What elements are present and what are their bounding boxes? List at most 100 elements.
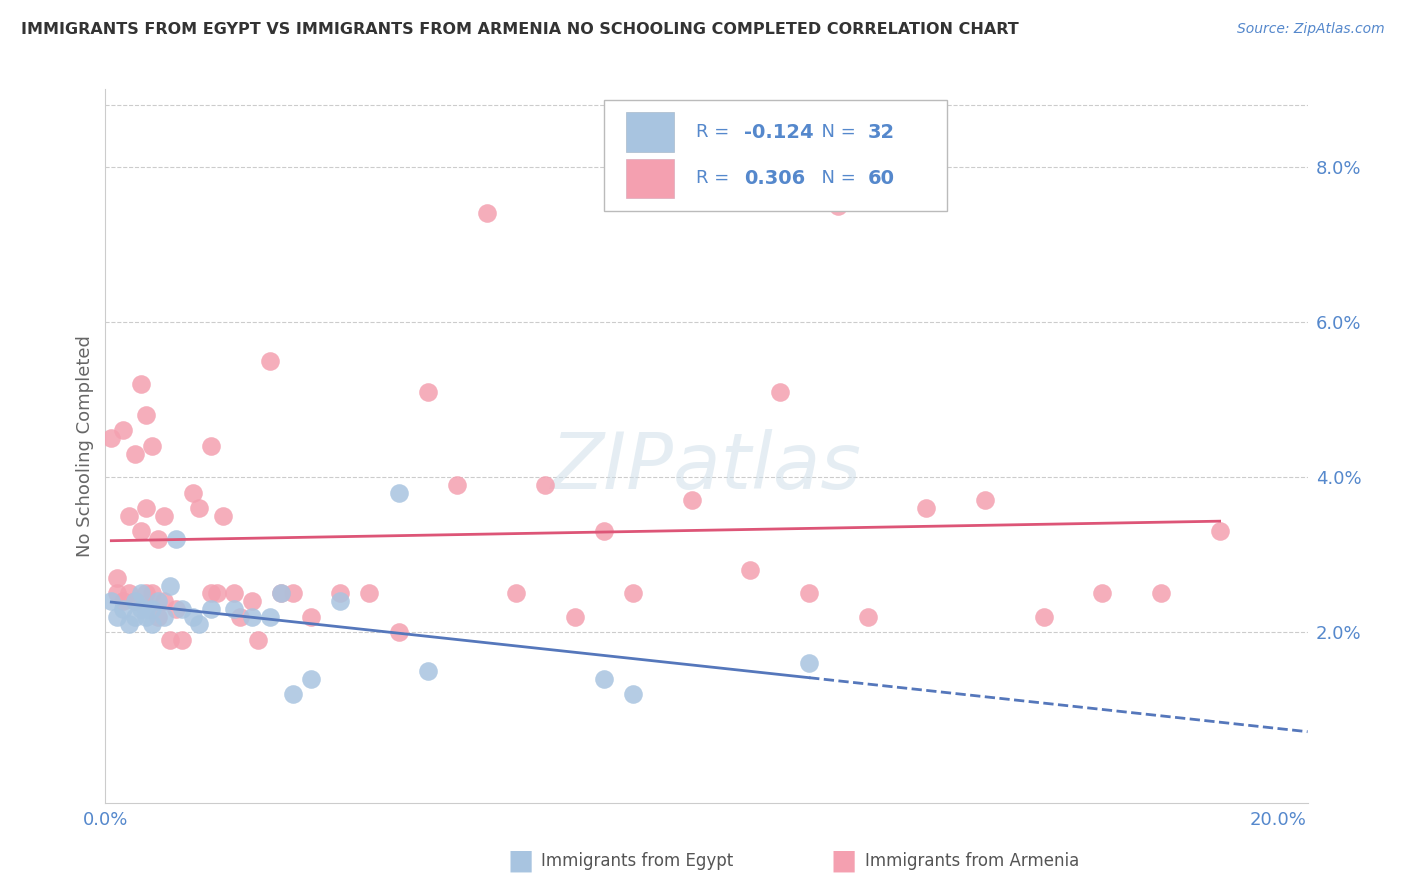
Point: [135, 602, 157, 616]
Point: [124, 609, 146, 624]
Point: [593, 672, 616, 686]
Point: [118, 508, 141, 523]
Point: [135, 586, 157, 600]
Point: [200, 586, 222, 600]
Point: [856, 609, 879, 624]
Point: [505, 586, 527, 600]
Point: [135, 609, 157, 624]
Point: [827, 198, 849, 212]
Point: [797, 656, 820, 670]
Point: [141, 586, 163, 600]
Point: [281, 687, 304, 701]
Point: [797, 586, 820, 600]
Point: [153, 594, 176, 608]
FancyBboxPatch shape: [605, 100, 948, 211]
Point: [240, 594, 263, 608]
Y-axis label: No Schooling Completed: No Schooling Completed: [76, 335, 94, 557]
FancyBboxPatch shape: [626, 112, 673, 152]
Point: [165, 602, 187, 616]
Point: [148, 594, 170, 608]
Point: [621, 586, 644, 600]
Point: [200, 439, 222, 453]
Text: ■: ■: [508, 847, 533, 875]
Point: [270, 586, 292, 600]
Point: [299, 672, 322, 686]
Text: N =: N =: [810, 169, 862, 187]
Text: 32: 32: [868, 122, 894, 142]
Point: [564, 609, 586, 624]
Point: [129, 586, 152, 600]
Point: [681, 493, 703, 508]
Point: [118, 617, 141, 632]
Point: [1150, 586, 1173, 600]
Point: [769, 384, 792, 399]
Point: [105, 571, 128, 585]
Point: [446, 477, 468, 491]
Text: ■: ■: [831, 847, 856, 875]
Point: [105, 609, 128, 624]
Text: Source: ZipAtlas.com: Source: ZipAtlas.com: [1237, 22, 1385, 37]
Point: [141, 617, 163, 632]
Point: [740, 563, 762, 577]
Point: [475, 206, 498, 220]
Point: [165, 532, 187, 546]
Text: R =: R =: [696, 169, 735, 187]
Point: [183, 485, 205, 500]
Point: [183, 609, 205, 624]
Text: 60: 60: [868, 169, 894, 188]
Text: Immigrants from Armenia: Immigrants from Armenia: [865, 852, 1078, 870]
Point: [124, 594, 146, 608]
Point: [259, 609, 281, 624]
Point: [1208, 524, 1230, 539]
Point: [159, 579, 181, 593]
Point: [105, 586, 128, 600]
Point: [200, 602, 222, 616]
Point: [141, 439, 163, 453]
Point: [129, 376, 152, 391]
Point: [135, 501, 157, 516]
Point: [112, 594, 135, 608]
Point: [135, 408, 157, 422]
Point: [170, 632, 193, 647]
Point: [416, 384, 439, 399]
Point: [211, 508, 233, 523]
Point: [974, 493, 997, 508]
Point: [129, 602, 152, 616]
Point: [229, 609, 252, 624]
Text: IMMIGRANTS FROM EGYPT VS IMMIGRANTS FROM ARMENIA NO SCHOOLING COMPLETED CORRELAT: IMMIGRANTS FROM EGYPT VS IMMIGRANTS FROM…: [21, 22, 1019, 37]
Point: [159, 632, 181, 647]
Point: [153, 609, 176, 624]
Text: Immigrants from Egypt: Immigrants from Egypt: [541, 852, 734, 870]
Point: [141, 602, 163, 616]
Point: [100, 431, 122, 445]
Text: 0.306: 0.306: [744, 169, 806, 188]
Text: R =: R =: [696, 123, 735, 141]
Point: [240, 609, 263, 624]
Point: [112, 602, 135, 616]
Text: -0.124: -0.124: [744, 122, 814, 142]
Point: [1032, 609, 1054, 624]
Point: [188, 501, 211, 516]
Point: [621, 687, 644, 701]
Point: [170, 602, 193, 616]
Point: [153, 508, 176, 523]
Point: [224, 602, 246, 616]
Point: [416, 664, 439, 678]
Point: [281, 586, 304, 600]
Text: ZIPatlas: ZIPatlas: [551, 429, 862, 506]
Point: [259, 353, 281, 368]
Point: [129, 524, 152, 539]
Point: [124, 594, 146, 608]
Point: [188, 617, 211, 632]
Point: [224, 586, 246, 600]
Point: [329, 586, 352, 600]
Point: [148, 532, 170, 546]
Point: [205, 586, 228, 600]
Point: [118, 586, 141, 600]
Point: [593, 524, 616, 539]
Point: [388, 625, 411, 640]
Point: [270, 586, 292, 600]
Point: [359, 586, 381, 600]
Text: N =: N =: [810, 123, 862, 141]
Point: [388, 485, 411, 500]
